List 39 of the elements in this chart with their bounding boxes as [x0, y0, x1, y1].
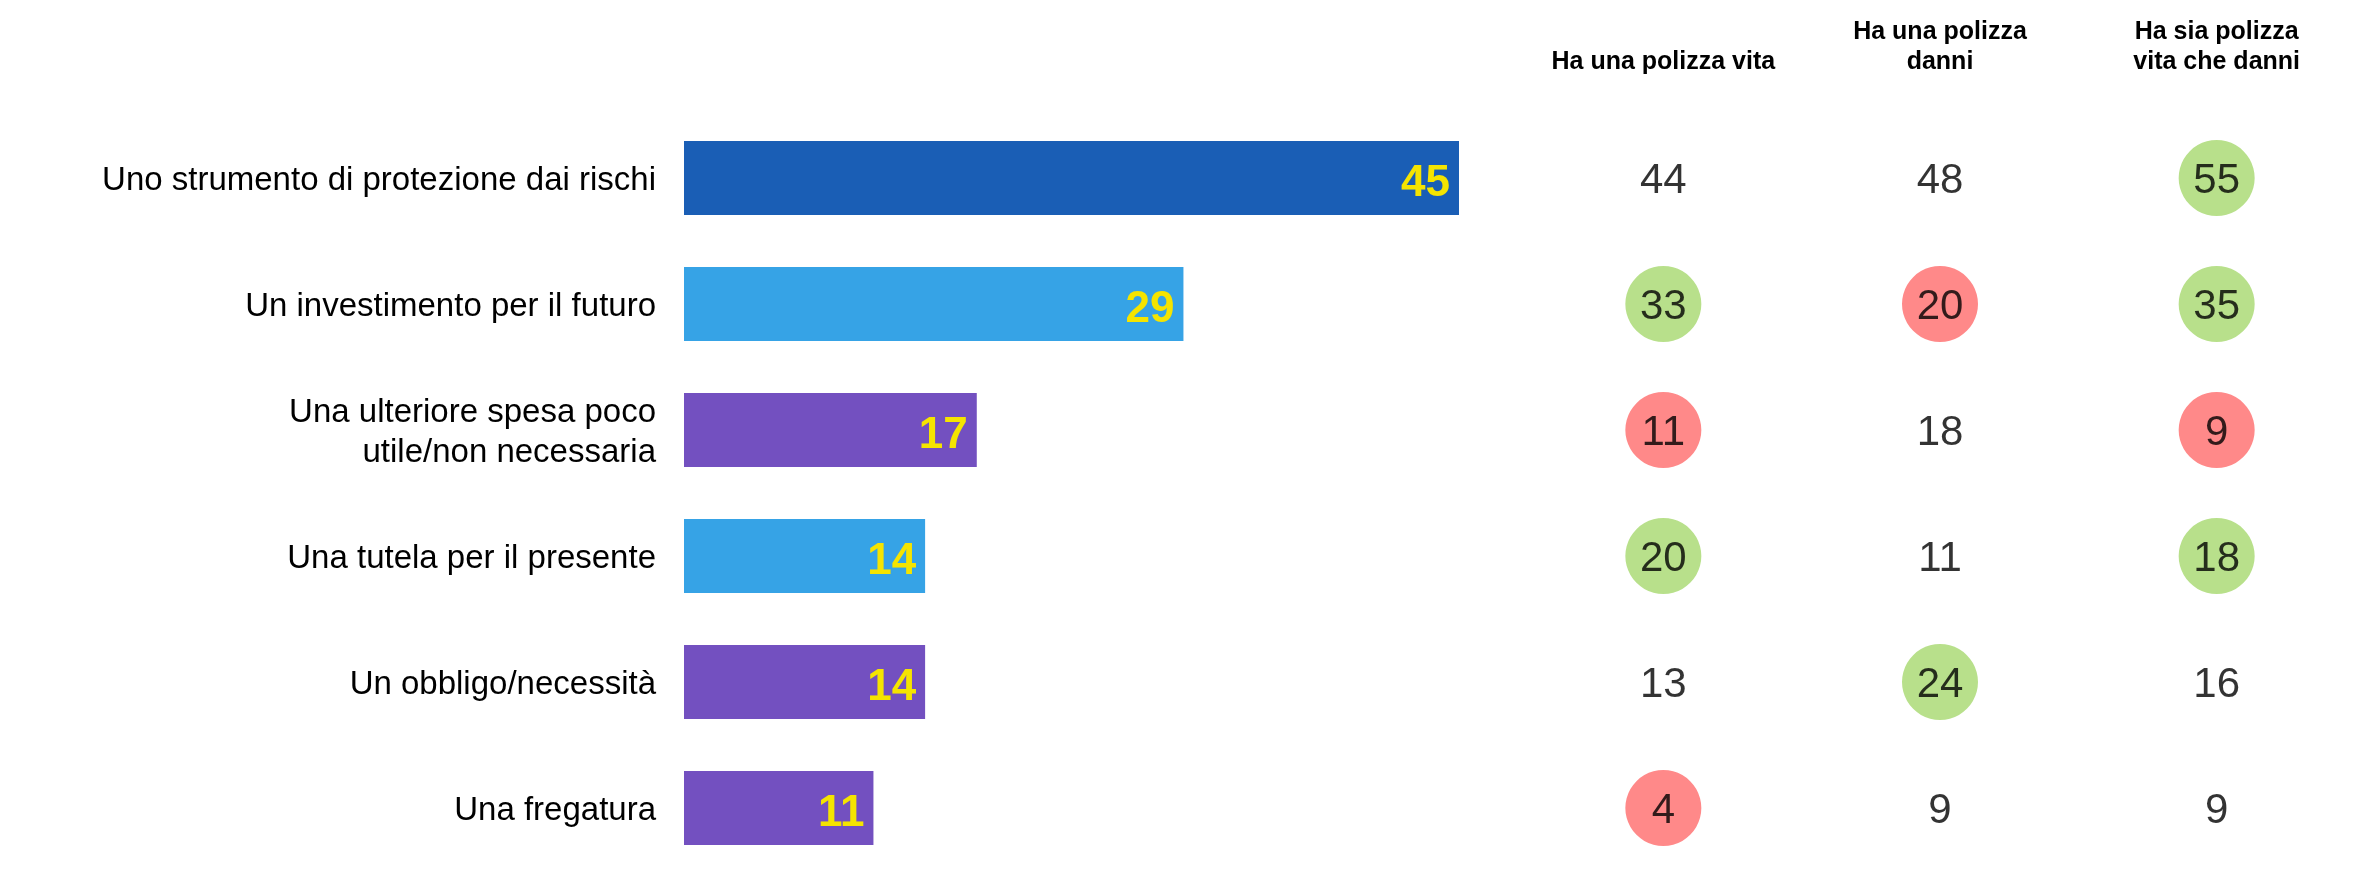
data-label: 33 [1639, 280, 1687, 328]
y-tick-label: Un investimento per il futuro [245, 285, 656, 323]
data-label: 14 [867, 533, 917, 583]
bar [684, 645, 926, 719]
y-tick-label: Una ulteriore spesa poco utile/non necessaria [289, 391, 657, 469]
data-label: 11 [1641, 406, 1686, 454]
y-tick-label: Una fregatura [454, 789, 657, 827]
data-label: 16 [2193, 658, 2241, 706]
bar [684, 141, 1459, 215]
data-label: 44 [1639, 154, 1687, 202]
data-label: 35 [2193, 280, 2241, 328]
data-label: 20 [1916, 280, 1964, 328]
data-label: 29 [1125, 281, 1175, 331]
data-label: 11 [1918, 532, 1962, 580]
bar [684, 393, 977, 467]
data-label: 45 [1401, 155, 1450, 205]
y-tick-label: Uno strumento di protezione dai rischi [102, 159, 656, 197]
x-tick-label: Ha una polizza vita [1551, 46, 1777, 74]
data-label: 20 [1639, 532, 1687, 580]
bar [684, 519, 926, 593]
data-label: 9 [1928, 784, 1952, 832]
data-label: 14 [867, 659, 917, 709]
data-label: 17 [918, 407, 968, 457]
data-label: 13 [1639, 658, 1687, 706]
bar [684, 267, 1184, 341]
y-tick-label: Un obbligo/necessità [349, 663, 657, 701]
data-label: 55 [2193, 154, 2241, 202]
y-tick-label: Una tutela per il presente [287, 537, 656, 575]
data-label: 4 [1651, 784, 1676, 832]
data-label: 48 [1916, 154, 1964, 202]
data-label: 24 [1916, 658, 1964, 706]
data-label: 18 [2193, 532, 2241, 580]
data-label: 9 [2204, 406, 2229, 454]
x-tick-label: Ha sia polizza vita che danni [2133, 16, 2301, 74]
data-label: 9 [2204, 784, 2229, 832]
bar [684, 771, 874, 845]
data-label: 18 [1916, 406, 1964, 454]
data-label: 11 [817, 785, 865, 835]
x-tick-label: Ha una polizza danni [1853, 16, 2028, 74]
